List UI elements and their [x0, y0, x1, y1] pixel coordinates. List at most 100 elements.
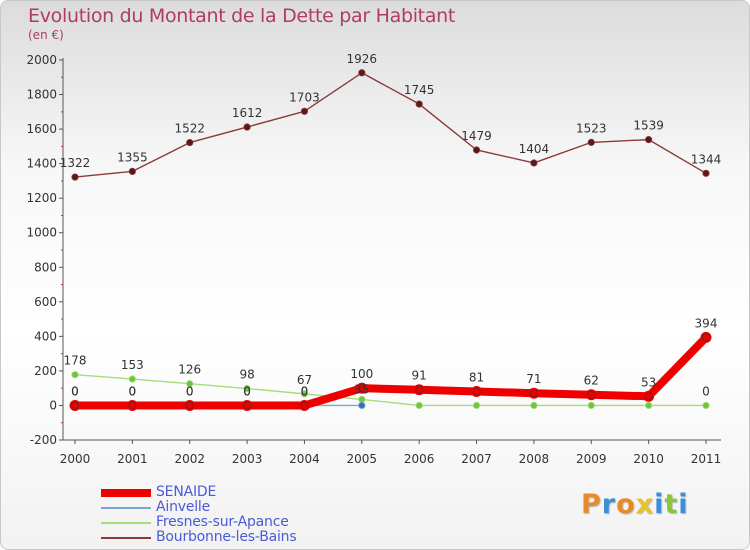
data-point	[128, 167, 136, 176]
data-point-marker	[529, 389, 539, 398]
legend-swatch	[101, 507, 151, 509]
logo-letter: P	[581, 489, 602, 520]
x-tick-label: 2003	[232, 452, 263, 466]
data-point	[300, 107, 309, 115]
series-line-SENAIDE	[71, 333, 710, 410]
legend-label: SENAIDE	[156, 484, 217, 500]
data-label: 35	[354, 382, 369, 396]
data-point	[243, 123, 251, 131]
data-label: 98	[239, 368, 254, 382]
series-line-Fresnes-sur-Apance	[74, 374, 707, 407]
legend-label: Bourbonne-les-Bains	[156, 529, 297, 545]
logo-letter: r	[601, 489, 617, 520]
data-point-marker	[587, 390, 596, 399]
data-point	[186, 380, 194, 388]
y-tick-label: 1200	[26, 191, 57, 205]
y-tick-label: 1800	[26, 88, 57, 102]
legend-swatch	[101, 522, 151, 524]
data-label: 71	[526, 372, 541, 386]
data-point	[530, 159, 538, 167]
y-tick-label: 400	[34, 329, 57, 343]
data-label: 0	[186, 384, 194, 398]
y-tick-label: 2000	[26, 53, 57, 67]
series-line-Bourbonne-les-Bains	[74, 72, 707, 178]
data-label: 81	[469, 370, 484, 384]
logo-letter: x	[635, 489, 655, 520]
logo-letter: t	[664, 489, 679, 520]
y-tick-label: 0	[49, 398, 57, 412]
data-label: 394	[695, 316, 718, 330]
logo-letter: o	[616, 489, 636, 520]
data-label: 0	[702, 384, 710, 398]
data-label: 1539	[633, 119, 664, 133]
x-tick-label: 2004	[289, 452, 320, 466]
data-label: 153	[121, 358, 144, 372]
data-label: 0	[186, 384, 194, 398]
data-label: 0	[243, 384, 251, 398]
data-point-marker	[357, 384, 366, 393]
data-label: 1355	[117, 150, 148, 164]
x-tick-label: 2011	[691, 452, 722, 466]
data-label: 62	[584, 374, 599, 388]
data-point	[358, 401, 366, 410]
data-label: 1703	[289, 90, 320, 104]
data-point	[472, 146, 481, 154]
x-tick-label: 2009	[576, 452, 607, 466]
data-label: 1322	[60, 156, 91, 170]
data-point	[358, 395, 366, 404]
data-point-marker	[185, 401, 194, 410]
y-tick-label: 1600	[26, 122, 57, 136]
x-tick-label: 2006	[404, 452, 435, 466]
data-point	[243, 384, 251, 393]
data-point	[702, 169, 710, 177]
data-label: 0	[301, 384, 309, 398]
data-point	[71, 173, 79, 181]
logo-letter: i	[678, 489, 689, 520]
proxiti-logo: Proxiti	[581, 489, 689, 520]
data-point-marker	[644, 392, 653, 401]
data-label: 91	[412, 369, 427, 383]
data-label: 100	[350, 367, 373, 381]
x-tick-label: 2007	[461, 452, 492, 466]
data-point	[587, 138, 595, 146]
data-label: 1523	[576, 121, 607, 135]
data-label: 1745	[404, 83, 435, 97]
data-point-marker	[415, 385, 424, 394]
data-point-marker	[70, 401, 80, 410]
data-label: 0	[71, 384, 79, 398]
data-label: 178	[64, 354, 87, 368]
data-point	[645, 136, 653, 144]
data-point	[415, 401, 423, 410]
chart-title: Evolution du Montant de la Dette par Hab…	[28, 5, 456, 27]
data-point	[186, 138, 194, 147]
data-point	[702, 401, 710, 410]
y-tick-label: -200	[30, 433, 57, 447]
data-point	[300, 390, 309, 398]
data-point	[128, 375, 136, 383]
legend-swatch	[101, 537, 151, 539]
y-tick-label: 800	[34, 260, 57, 274]
x-tick-label: 2002	[174, 452, 205, 466]
logo-letter: i	[654, 489, 665, 520]
chart-subtitle: (en €)	[28, 28, 64, 42]
y-tick-label: 1400	[26, 157, 57, 171]
legend-swatch	[101, 489, 151, 497]
data-label: 0	[71, 384, 79, 398]
x-tick-label: 2008	[519, 452, 550, 466]
data-point	[415, 100, 423, 108]
data-label: 126	[178, 363, 201, 377]
data-point	[645, 401, 653, 410]
data-point	[472, 401, 481, 410]
data-point-marker	[701, 333, 711, 342]
legend-label: Ainvelle	[156, 499, 211, 515]
x-tick-label: 2005	[347, 452, 378, 466]
data-point	[530, 401, 538, 410]
line-chart: -200020040060080010001200140016001800200…	[26, 52, 722, 466]
data-point-marker	[300, 401, 309, 410]
data-label: 67	[297, 373, 312, 387]
data-point-marker	[472, 387, 481, 396]
data-label: 0	[129, 384, 137, 398]
data-point	[587, 401, 595, 410]
x-tick-label: 2000	[60, 452, 91, 466]
y-tick-label: 200	[34, 364, 57, 378]
